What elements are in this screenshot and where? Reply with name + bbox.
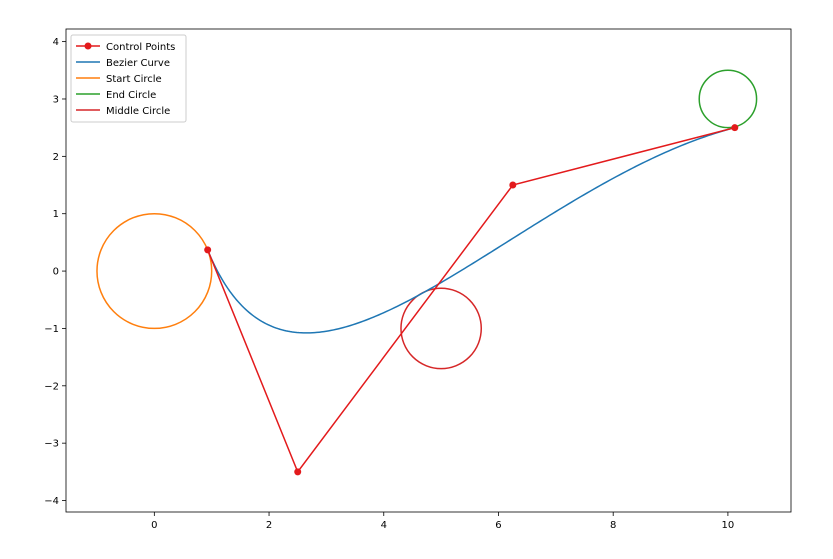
x-tick-label: 10 bbox=[722, 520, 735, 531]
y-tick-label: −1 bbox=[44, 324, 59, 335]
y-tick-label: 0 bbox=[53, 267, 59, 278]
control-point-marker bbox=[731, 124, 739, 132]
x-tick-label: 4 bbox=[381, 520, 387, 531]
y-tick-label: 2 bbox=[53, 152, 59, 163]
legend-label: Control Points bbox=[106, 42, 175, 53]
x-tick-label: 6 bbox=[495, 520, 501, 531]
legend: Control Points Bezier Curve Start Circle… bbox=[70, 34, 187, 123]
legend-label: Start Circle bbox=[106, 74, 162, 85]
legend-label: Middle Circle bbox=[106, 106, 170, 117]
legend-label: Bezier Curve bbox=[106, 58, 170, 69]
plot-frame bbox=[65, 28, 792, 513]
x-tick-label: 0 bbox=[151, 520, 157, 531]
x-axis: 0 2 4 6 8 10 bbox=[151, 512, 734, 531]
start-circle bbox=[96, 212, 213, 330]
legend-entry-bezier-curve: Bezier Curve bbox=[76, 58, 170, 69]
x-tick-label: 8 bbox=[610, 520, 616, 531]
legend-entry-middle-circle: Middle Circle bbox=[76, 106, 170, 117]
legend-entry-start-circle: Start Circle bbox=[76, 74, 162, 85]
y-tick-label: −4 bbox=[44, 496, 59, 507]
y-axis: −4 −3 −2 −1 0 1 2 3 4 bbox=[44, 37, 66, 507]
middle-circle bbox=[400, 287, 483, 370]
y-tick-label: 4 bbox=[53, 37, 59, 48]
control-polygon bbox=[206, 126, 735, 474]
bezier-curve bbox=[206, 126, 735, 334]
end-circle bbox=[698, 69, 758, 129]
legend-entry-control-points: Control Points bbox=[76, 42, 175, 53]
series-layer bbox=[96, 69, 758, 476]
y-tick-label: −2 bbox=[44, 381, 59, 392]
control-point-marker bbox=[204, 246, 212, 254]
control-point-marker bbox=[509, 181, 517, 189]
legend-label: End Circle bbox=[106, 90, 156, 101]
y-tick-label: −3 bbox=[44, 439, 59, 450]
x-tick-label: 2 bbox=[266, 520, 272, 531]
control-point-marker bbox=[294, 468, 302, 476]
legend-marker bbox=[84, 42, 92, 50]
legend-entry-end-circle: End Circle bbox=[76, 90, 156, 101]
y-tick-label: 1 bbox=[53, 209, 59, 220]
legend-box bbox=[70, 34, 187, 123]
y-tick-label: 3 bbox=[53, 94, 59, 105]
